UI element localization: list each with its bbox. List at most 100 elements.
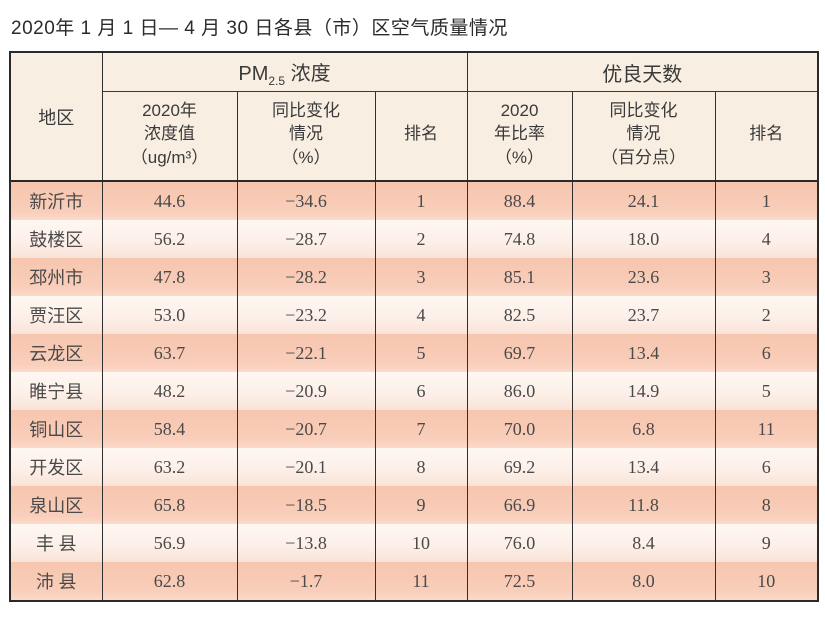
col-header-pm-change: 同比变化 情况 （%） bbox=[236, 91, 376, 182]
good-change-cell: 23.6 bbox=[571, 258, 716, 296]
pm-change-cell: −34.6 bbox=[236, 181, 376, 220]
table-header: 地区 PM2.5 浓度 优良天数 2020年 浓度值 （ug/m³） 同比变化 … bbox=[9, 52, 819, 182]
region-cell: 邳州市 bbox=[9, 258, 103, 296]
col-header-good-rate: 2020 年比率 （%） bbox=[466, 91, 573, 182]
good-rank-cell: 8 bbox=[714, 486, 819, 524]
good-change-cell: 13.4 bbox=[571, 334, 716, 372]
col-group-good-days: 优良天数 bbox=[466, 52, 819, 92]
pm-rank-cell: 9 bbox=[374, 486, 468, 524]
table-row: 云龙区 63.7 −22.1 5 69.7 13.4 6 bbox=[9, 334, 819, 372]
pm-value-cell: 44.6 bbox=[101, 181, 238, 220]
pm-value-cell: 58.4 bbox=[101, 410, 238, 448]
pm-change-cell: −1.7 bbox=[236, 562, 376, 601]
pm-label-prefix: PM bbox=[238, 62, 269, 85]
pm-rank-cell: 4 bbox=[374, 296, 468, 334]
good-rank-cell: 2 bbox=[714, 296, 819, 334]
table-row: 开发区 63.2 −20.1 8 69.2 13.4 6 bbox=[9, 448, 819, 486]
good-rank-cell: 10 bbox=[714, 562, 819, 601]
col-group-pm25: PM2.5 浓度 bbox=[101, 52, 468, 92]
good-rate-cell: 82.5 bbox=[466, 296, 573, 334]
pm-change-cell: −20.1 bbox=[236, 448, 376, 486]
good-change-cell: 11.8 bbox=[571, 486, 716, 524]
footnote: 注:1.“−”表示下降或减少;2.表中数据采用实况数据统计。 bbox=[6, 616, 825, 620]
good-change-cell: 8.0 bbox=[571, 562, 716, 601]
region-cell: 鼓楼区 bbox=[9, 220, 103, 258]
pm-rank-cell: 8 bbox=[374, 448, 468, 486]
table-row: 沛 县 62.8 −1.7 11 72.5 8.0 10 bbox=[9, 562, 819, 601]
table-row: 贾汪区 53.0 −23.2 4 82.5 23.7 2 bbox=[9, 296, 819, 334]
pm-rank-cell: 7 bbox=[374, 410, 468, 448]
good-change-cell: 14.9 bbox=[571, 372, 716, 410]
pm-value-cell: 56.2 bbox=[101, 220, 238, 258]
table-row: 新沂市 44.6 −34.6 1 88.4 24.1 1 bbox=[9, 181, 819, 220]
good-rate-cell: 86.0 bbox=[466, 372, 573, 410]
good-change-cell: 8.4 bbox=[571, 524, 716, 562]
pm-label-suffix: 浓度 bbox=[285, 62, 331, 85]
table-row: 邳州市 47.8 −28.2 3 85.1 23.6 3 bbox=[9, 258, 819, 296]
air-quality-table: 地区 PM2.5 浓度 优良天数 2020年 浓度值 （ug/m³） 同比变化 … bbox=[9, 51, 820, 602]
pm-change-cell: −28.2 bbox=[236, 258, 376, 296]
pm-change-cell: −20.9 bbox=[236, 372, 376, 410]
pm-rank-cell: 11 bbox=[374, 562, 468, 601]
good-rank-cell: 11 bbox=[714, 410, 819, 448]
region-cell: 沛 县 bbox=[9, 562, 103, 601]
region-cell: 睢宁县 bbox=[9, 372, 103, 410]
good-rate-cell: 66.9 bbox=[466, 486, 573, 524]
good-rate-cell: 72.5 bbox=[466, 562, 573, 601]
col-header-pm-value: 2020年 浓度值 （ug/m³） bbox=[101, 91, 238, 182]
pm-rank-cell: 2 bbox=[374, 220, 468, 258]
table-row: 泉山区 65.8 −18.5 9 66.9 11.8 8 bbox=[9, 486, 819, 524]
good-change-cell: 24.1 bbox=[571, 181, 716, 220]
pm-rank-cell: 5 bbox=[374, 334, 468, 372]
good-rank-cell: 3 bbox=[714, 258, 819, 296]
good-rank-cell: 9 bbox=[714, 524, 819, 562]
pm-change-cell: −28.7 bbox=[236, 220, 376, 258]
table-row: 睢宁县 48.2 −20.9 6 86.0 14.9 5 bbox=[9, 372, 819, 410]
sub-header-row: 2020年 浓度值 （ug/m³） 同比变化 情况 （%） 排名 2020 年比… bbox=[10, 91, 819, 182]
pm-value-cell: 47.8 bbox=[101, 258, 238, 296]
pm-change-cell: −22.1 bbox=[236, 334, 376, 372]
table-body: 新沂市 44.6 −34.6 1 88.4 24.1 1 鼓楼区 56.2 −2… bbox=[9, 181, 819, 601]
region-cell: 铜山区 bbox=[9, 410, 103, 448]
good-rate-cell: 85.1 bbox=[466, 258, 573, 296]
good-rank-cell: 5 bbox=[714, 372, 819, 410]
good-rate-cell: 69.2 bbox=[466, 448, 573, 486]
col-header-good-rank: 排名 bbox=[714, 91, 819, 182]
pm-change-cell: −20.7 bbox=[236, 410, 376, 448]
good-rate-cell: 76.0 bbox=[466, 524, 573, 562]
pm-value-cell: 48.2 bbox=[101, 372, 238, 410]
good-rate-cell: 69.7 bbox=[466, 334, 573, 372]
col-header-pm-rank: 排名 bbox=[374, 91, 468, 182]
table-row: 鼓楼区 56.2 −28.7 2 74.8 18.0 4 bbox=[9, 220, 819, 258]
good-change-cell: 6.8 bbox=[571, 410, 716, 448]
group-header-row: 地区 PM2.5 浓度 优良天数 bbox=[9, 52, 819, 182]
pm-change-cell: −18.5 bbox=[236, 486, 376, 524]
pm-change-cell: −13.8 bbox=[236, 524, 376, 562]
pm-value-cell: 56.9 bbox=[101, 524, 238, 562]
good-rank-cell: 4 bbox=[714, 220, 819, 258]
region-cell: 泉山区 bbox=[9, 486, 103, 524]
region-cell: 云龙区 bbox=[9, 334, 103, 372]
region-cell: 新沂市 bbox=[9, 181, 103, 220]
page-title: 2020年 1 月 1 日— 4 月 30 日各县（市）区空气质量情况 bbox=[11, 18, 508, 39]
pm-value-cell: 62.8 bbox=[101, 562, 238, 601]
good-rank-cell: 6 bbox=[714, 448, 819, 486]
pm-rank-cell: 6 bbox=[374, 372, 468, 410]
pm-value-cell: 63.2 bbox=[101, 448, 238, 486]
col-header-region: 地区 bbox=[9, 52, 103, 182]
pm-rank-cell: 10 bbox=[374, 524, 468, 562]
good-rate-cell: 70.0 bbox=[466, 410, 573, 448]
pm-value-cell: 63.7 bbox=[101, 334, 238, 372]
table-row: 铜山区 58.4 −20.7 7 70.0 6.8 11 bbox=[9, 410, 819, 448]
pm-value-cell: 53.0 bbox=[101, 296, 238, 334]
good-change-cell: 13.4 bbox=[571, 448, 716, 486]
table-row: 丰 县 56.9 −13.8 10 76.0 8.4 9 bbox=[9, 524, 819, 562]
pm-value-cell: 65.8 bbox=[101, 486, 238, 524]
region-cell: 贾汪区 bbox=[9, 296, 103, 334]
good-rate-cell: 88.4 bbox=[466, 181, 573, 220]
col-header-good-change: 同比变化 情况 （百分点） bbox=[571, 91, 716, 182]
pm-rank-cell: 1 bbox=[374, 181, 468, 220]
pm-change-cell: −23.2 bbox=[236, 296, 376, 334]
good-rank-cell: 1 bbox=[714, 181, 819, 220]
good-change-cell: 18.0 bbox=[571, 220, 716, 258]
